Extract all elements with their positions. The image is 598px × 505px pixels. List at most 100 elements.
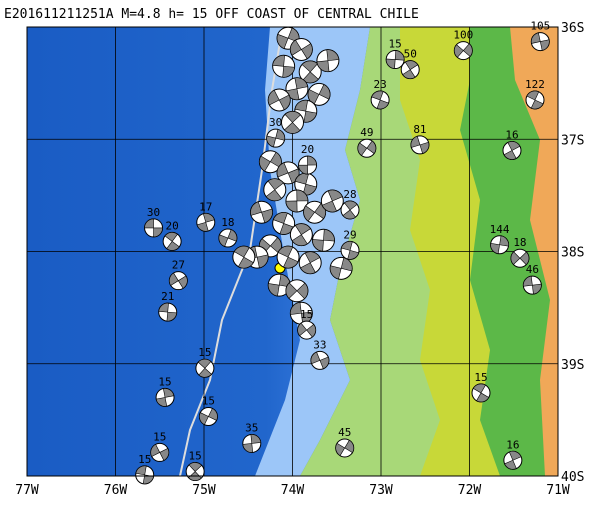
focal-mechanism	[410, 135, 430, 155]
focal-mechanism	[242, 433, 262, 453]
depth-label: 30	[147, 206, 160, 219]
ball-quadrant	[233, 245, 254, 269]
ball-quadrant	[454, 43, 473, 58]
ball-quadrant	[504, 451, 522, 470]
lat-label: 36S	[561, 21, 584, 36]
lat-label: 38S	[561, 246, 584, 261]
focal-mechanism	[232, 245, 256, 269]
ball-quadrant	[316, 49, 340, 72]
ball-quadrant	[342, 200, 358, 220]
depth-label: 23	[373, 78, 386, 91]
depth-label: 29	[343, 228, 356, 241]
focal-mechanism	[276, 245, 300, 269]
depth-label: 30	[269, 116, 282, 129]
focal-mechanism	[185, 462, 205, 482]
focal-mechanism	[263, 178, 287, 202]
focal-mechanism	[471, 383, 491, 403]
depth-label: 15	[138, 453, 151, 466]
ball-quadrant	[298, 155, 317, 175]
focal-mechanism	[285, 279, 309, 303]
focal-mechanism	[298, 60, 322, 84]
ball-quadrant	[267, 89, 291, 111]
focal-mechanism	[289, 37, 313, 61]
ball-quadrant	[340, 241, 360, 260]
focal-mechanism	[311, 228, 335, 252]
lat-label: 37S	[561, 133, 584, 148]
focal-mechanism	[329, 256, 353, 280]
focal-mechanism	[370, 90, 390, 110]
focal-mechanism	[289, 223, 313, 247]
ball-quadrant	[155, 388, 175, 407]
ball-quadrant	[472, 383, 490, 403]
focal-mechanism	[168, 271, 188, 291]
depth-label: 18	[221, 216, 234, 229]
ball-quadrant	[265, 178, 284, 202]
lon-label: 72W	[458, 483, 482, 498]
ball-quadrant	[490, 235, 509, 254]
focal-mechanism	[281, 110, 304, 134]
focal-mechanism	[298, 155, 318, 175]
depth-label: 16	[506, 438, 519, 451]
focal-mechanism	[158, 302, 178, 322]
ball-quadrant	[297, 322, 316, 338]
ball-quadrant	[290, 39, 313, 60]
ball-quadrant	[197, 358, 212, 378]
focal-mechanism	[266, 128, 286, 148]
ball-quadrant	[300, 251, 321, 275]
focal-mechanism	[453, 41, 473, 61]
ball-quadrant	[266, 129, 285, 148]
depth-label: 20	[166, 219, 179, 232]
focal-mechanism	[340, 200, 360, 220]
depth-label: 28	[343, 188, 356, 201]
depth-label: 122	[525, 78, 545, 91]
ball-quadrant	[531, 32, 550, 51]
ball-quadrant	[523, 275, 542, 295]
focal-mechanism	[272, 54, 296, 78]
ball-quadrant	[526, 90, 544, 110]
focal-mechanism	[303, 200, 327, 224]
ball-quadrant	[410, 135, 430, 154]
ball-quadrant	[169, 272, 188, 289]
focal-mechanism	[490, 235, 510, 255]
focal-mechanism	[357, 138, 377, 158]
depth-label: 20	[301, 143, 314, 156]
ball-quadrant	[335, 439, 355, 457]
depth-label: 100	[453, 29, 473, 42]
lon-label: 71W	[546, 483, 570, 498]
lon-label: 73W	[369, 483, 393, 498]
depth-label: 144	[490, 223, 510, 236]
ball-quadrant	[158, 302, 178, 322]
ball-quadrant	[199, 408, 218, 425]
lat-label: 40S	[561, 470, 584, 485]
ball-quadrant	[242, 434, 262, 453]
focal-mechanism	[294, 172, 318, 196]
ball-quadrant	[357, 140, 377, 156]
focal-mechanism	[522, 275, 542, 295]
focal-mechanism	[297, 320, 317, 340]
depth-label: 49	[360, 126, 373, 139]
focal-mechanism	[276, 161, 300, 185]
lat-label: 39S	[561, 358, 584, 373]
focal-mechanism	[196, 212, 216, 232]
ball-quadrant	[321, 189, 343, 213]
depth-label: 50	[404, 48, 417, 61]
focal-mechanism	[195, 358, 215, 378]
lon-label: 77W	[15, 483, 39, 498]
depth-label: 16	[505, 128, 518, 141]
depth-label: 15	[153, 430, 166, 443]
focal-mechanism	[400, 60, 420, 80]
focal-mechanism	[385, 50, 405, 70]
depth-label: 15	[389, 38, 402, 51]
depth-label: 15	[300, 308, 313, 321]
focal-mechanism	[285, 77, 309, 101]
frame	[26, 26, 559, 477]
ball-quadrant	[250, 201, 273, 224]
focal-mechanism	[272, 211, 296, 235]
focal-mechanism	[289, 301, 313, 325]
depth-label: 15	[202, 395, 215, 408]
depth-label: 15	[158, 375, 171, 388]
ball-quadrant	[310, 351, 330, 370]
depth-label: 27	[172, 259, 185, 272]
depth-label: 81	[413, 123, 426, 136]
